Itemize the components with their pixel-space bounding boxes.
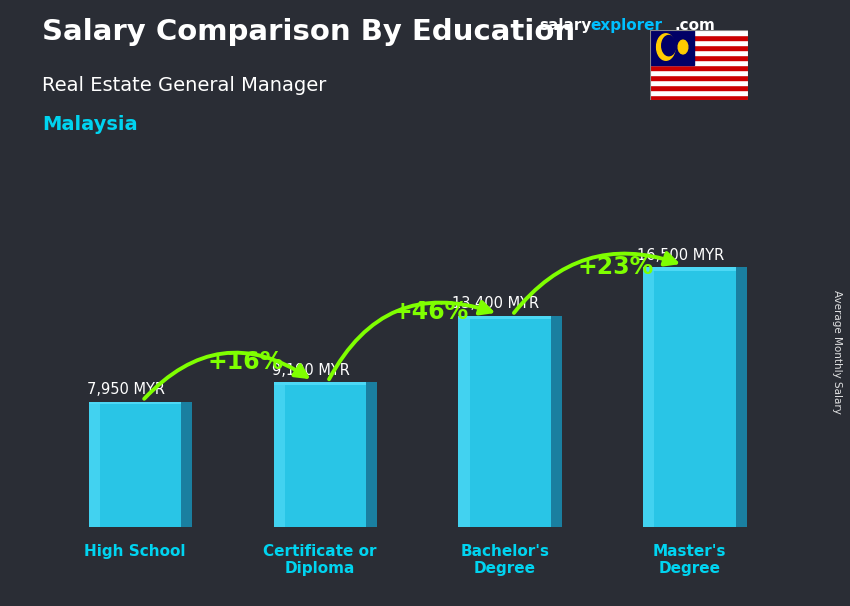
Text: 16,500 MYR: 16,500 MYR <box>637 247 724 262</box>
Bar <box>650 35 748 40</box>
Polygon shape <box>551 316 562 527</box>
Wedge shape <box>662 36 676 56</box>
Text: .com: .com <box>674 18 715 33</box>
Bar <box>650 45 748 50</box>
Bar <box>274 382 366 385</box>
Text: Salary Comparison By Education: Salary Comparison By Education <box>42 18 575 46</box>
Bar <box>650 65 748 70</box>
Bar <box>458 316 469 527</box>
Bar <box>650 60 748 65</box>
Bar <box>650 30 694 65</box>
Bar <box>650 30 748 35</box>
Bar <box>458 316 551 527</box>
Text: 9,190 MYR: 9,190 MYR <box>272 363 349 378</box>
Text: +23%: +23% <box>577 255 654 279</box>
Bar <box>650 55 748 60</box>
Bar <box>650 70 748 75</box>
Text: Malaysia: Malaysia <box>42 115 138 134</box>
Bar <box>274 382 285 527</box>
Text: salary: salary <box>540 18 592 33</box>
Polygon shape <box>181 402 192 527</box>
Bar <box>643 267 736 527</box>
Bar <box>650 85 748 90</box>
Text: Real Estate General Manager: Real Estate General Manager <box>42 76 327 95</box>
Polygon shape <box>736 267 747 527</box>
Text: +16%: +16% <box>207 350 284 373</box>
Bar <box>650 95 748 100</box>
Polygon shape <box>366 382 377 527</box>
Bar <box>650 40 748 45</box>
Bar <box>650 75 748 80</box>
Bar <box>458 316 551 319</box>
Text: 13,400 MYR: 13,400 MYR <box>452 296 539 311</box>
Bar <box>650 90 748 95</box>
Text: 7,950 MYR: 7,950 MYR <box>87 382 165 398</box>
Bar <box>643 267 654 527</box>
Bar <box>88 402 181 404</box>
Bar <box>88 402 99 527</box>
Text: Average Monthly Salary: Average Monthly Salary <box>832 290 842 413</box>
Text: +46%: +46% <box>393 301 469 324</box>
Bar <box>274 382 366 527</box>
Wedge shape <box>656 34 675 60</box>
Bar <box>643 267 736 271</box>
Bar <box>650 80 748 85</box>
Bar <box>88 402 181 527</box>
Bar <box>650 50 748 55</box>
Text: explorer: explorer <box>591 18 663 33</box>
